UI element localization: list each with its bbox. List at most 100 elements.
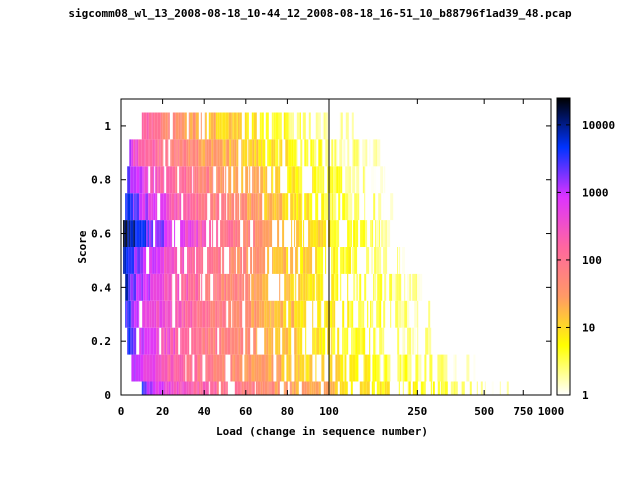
heatmap-cell [230, 273, 233, 301]
heatmap-cell [253, 220, 256, 247]
heatmap-cell [325, 300, 329, 328]
heatmap-cell [376, 220, 380, 247]
heatmap-cell [363, 354, 365, 382]
heatmap-cell [175, 139, 177, 167]
heatmap-cell [258, 193, 260, 221]
heatmap-cell [236, 139, 239, 167]
heatmap-cell [198, 220, 200, 247]
heatmap-cell [134, 193, 136, 221]
heatmap-cell [143, 247, 147, 274]
heatmap-cell [249, 193, 252, 221]
heatmap-cell [138, 273, 142, 301]
heatmap-cell [163, 247, 165, 274]
heatmap-cell [437, 354, 441, 382]
heatmap-cell [175, 166, 178, 194]
heatmap-cell [389, 273, 393, 301]
heatmap-cell [125, 273, 129, 301]
heatmap-cell [155, 193, 158, 221]
heatmap-cell [171, 247, 175, 274]
heatmap-cell [318, 220, 321, 247]
heatmap-cell [351, 112, 354, 140]
heatmap-cell [334, 381, 338, 395]
heatmap-cell [251, 112, 254, 140]
heatmap-cell [155, 354, 159, 382]
heatmap-cell [239, 354, 243, 382]
heatmap-cell [288, 354, 291, 382]
heatmap-cell [325, 381, 329, 395]
heatmap-cell [375, 327, 377, 355]
heatmap-cell [320, 220, 322, 247]
heatmap-cell [218, 300, 220, 328]
heatmap-cell [146, 300, 150, 328]
heatmap-cell [210, 354, 212, 382]
heatmap-cell [329, 354, 331, 382]
heatmap-cell [343, 139, 346, 167]
heatmap-cell [277, 300, 281, 328]
heatmap-cell [407, 327, 409, 355]
heatmap-cell [239, 112, 242, 140]
heatmap-cell [274, 193, 277, 221]
heatmap-cell [365, 139, 368, 167]
heatmap-cell [335, 166, 337, 194]
heatmap-cell [133, 327, 137, 355]
heatmap-cell [169, 247, 171, 274]
heatmap-cell [206, 300, 209, 328]
heatmap-cell [130, 166, 134, 194]
heatmap-cell [160, 139, 163, 167]
heatmap-cell [161, 220, 165, 247]
heatmap-cell [339, 112, 341, 140]
heatmap-cell [203, 166, 207, 194]
heatmap-cell [254, 300, 257, 328]
heatmap-cell [402, 327, 404, 355]
heatmap-cell [352, 247, 354, 274]
heatmap-cell [171, 273, 173, 301]
heatmap-cell [264, 381, 268, 395]
heatmap-cell [370, 300, 372, 328]
heatmap-cell [197, 300, 200, 328]
heatmap-cell [484, 381, 486, 395]
heatmap-cell [135, 220, 137, 247]
heatmap-cell [177, 300, 179, 328]
heatmap-cell [265, 166, 268, 194]
heatmap-cell [379, 273, 383, 301]
heatmap-cell [347, 300, 350, 328]
heatmap-cell [183, 381, 187, 395]
heatmap-cell [364, 273, 367, 301]
heatmap-cell [168, 327, 171, 355]
heatmap-cell [189, 193, 191, 221]
x-tick-label: 750 [513, 405, 533, 418]
heatmap-cell [413, 327, 415, 355]
heatmap-cell [160, 354, 162, 382]
heatmap-cell [331, 193, 333, 221]
heatmap-cell [211, 139, 214, 167]
heatmap-cell [400, 354, 402, 382]
heatmap-cell [271, 112, 274, 140]
heatmap-cell [430, 381, 432, 395]
heatmap-cell [194, 354, 198, 382]
heatmap-cell [189, 354, 192, 382]
heatmap-cell [309, 354, 313, 382]
heatmap-cell [175, 300, 178, 328]
heatmap-cell [234, 381, 238, 395]
heatmap-cell [178, 112, 181, 140]
heatmap-cell [353, 247, 355, 274]
heatmap-cell [318, 381, 321, 395]
heatmap-cell [312, 327, 314, 355]
heatmap-cell [150, 327, 154, 355]
heatmap-cell [201, 327, 203, 355]
heatmap-cell [324, 193, 328, 221]
heatmap-cell [213, 139, 217, 167]
heatmap-cell [229, 247, 231, 274]
heatmap-cell [166, 247, 170, 274]
heatmap-cell [184, 166, 187, 194]
heatmap-cell [279, 273, 281, 301]
heatmap-cell [246, 381, 249, 395]
heatmap-cell [320, 247, 324, 274]
y-tick-label: 1 [104, 120, 111, 133]
heatmap-cell [292, 381, 294, 395]
heatmap-cell [176, 139, 178, 167]
heatmap-cell [279, 354, 282, 382]
heatmap-cell [343, 247, 345, 274]
heatmap-cell [218, 273, 222, 301]
heatmap-cell [353, 139, 356, 167]
